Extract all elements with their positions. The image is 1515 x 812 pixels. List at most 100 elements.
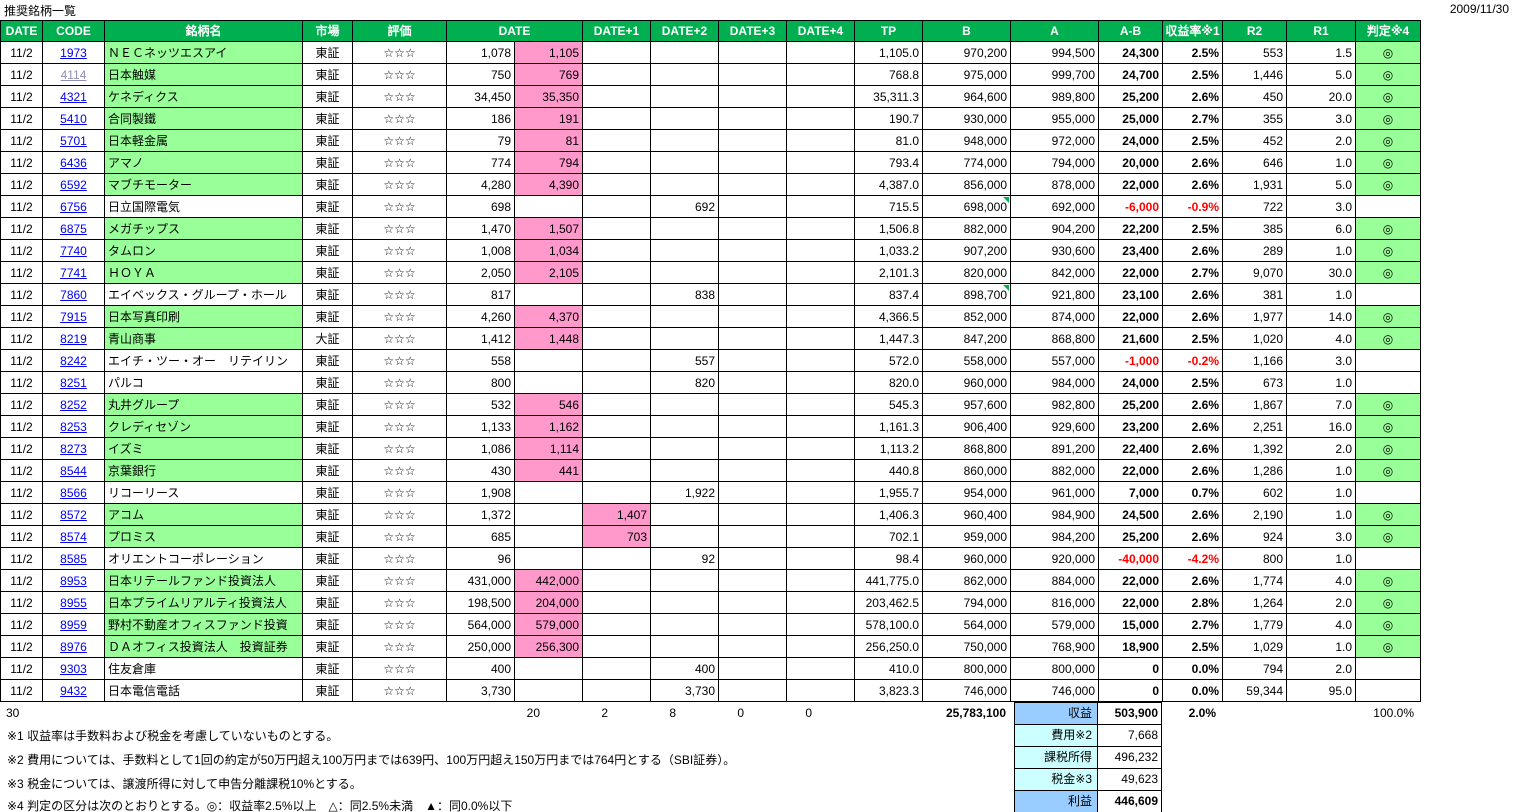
ask-price-cell[interactable]: 920,000: [1010, 547, 1099, 570]
price-day4-cell[interactable]: [786, 459, 855, 482]
profit-cell[interactable]: 0: [1098, 679, 1163, 702]
code-cell[interactable]: 7740: [42, 239, 105, 262]
r1-cell[interactable]: 14.0: [1286, 305, 1356, 328]
col-header-code[interactable]: CODE: [42, 20, 105, 42]
ask-price-cell[interactable]: 982,800: [1010, 393, 1099, 416]
code-cell[interactable]: 8585: [42, 547, 105, 570]
code-cell[interactable]: 5410: [42, 107, 105, 130]
yield-cell[interactable]: 2.6%: [1162, 569, 1223, 592]
ask-price-cell[interactable]: 984,200: [1010, 525, 1099, 548]
buy-price-cell[interactable]: 959,000: [922, 525, 1011, 548]
profit-cell[interactable]: 22,000: [1098, 305, 1163, 328]
tp-cell[interactable]: 256,250.0: [854, 635, 923, 658]
market-cell[interactable]: 東証: [302, 63, 353, 86]
total-day0[interactable]: 20: [526, 706, 540, 720]
price-day0-cell[interactable]: 564,000: [446, 613, 515, 636]
tp-cell[interactable]: 820.0: [854, 371, 923, 394]
yield-cell[interactable]: 2.6%: [1162, 173, 1223, 196]
market-cell[interactable]: 東証: [302, 525, 353, 548]
judge-cell[interactable]: ◎: [1355, 63, 1421, 86]
profit-cell[interactable]: 23,200: [1098, 415, 1163, 438]
code-link[interactable]: 8566: [60, 485, 87, 500]
price-day3-cell[interactable]: [718, 459, 787, 482]
profit-cell[interactable]: 22,000: [1098, 569, 1163, 592]
code-link[interactable]: 4114: [60, 67, 87, 82]
market-cell[interactable]: 東証: [302, 415, 353, 438]
price-day0b-cell[interactable]: [514, 547, 583, 570]
price-day1-cell[interactable]: [582, 239, 651, 262]
code-link[interactable]: 8252: [60, 397, 87, 412]
col-header-yield[interactable]: 収益率※1: [1162, 20, 1223, 42]
name-cell[interactable]: 日本触媒: [104, 63, 303, 86]
price-day3-cell[interactable]: [718, 525, 787, 548]
r1-cell[interactable]: 2.0: [1286, 657, 1356, 680]
name-cell[interactable]: 京葉銀行: [104, 459, 303, 482]
price-day2-cell[interactable]: [650, 437, 719, 460]
price-day0b-cell[interactable]: [514, 481, 583, 504]
code-link[interactable]: 5410: [60, 111, 87, 126]
r1-cell[interactable]: 3.0: [1286, 525, 1356, 548]
price-day0b-cell[interactable]: [514, 679, 583, 702]
rating-cell[interactable]: ☆☆☆: [352, 481, 447, 504]
price-day0-cell[interactable]: 2,050: [446, 261, 515, 284]
ask-price-cell[interactable]: 816,000: [1010, 591, 1099, 614]
rating-cell[interactable]: ☆☆☆: [352, 547, 447, 570]
code-link[interactable]: 8574: [60, 529, 87, 544]
code-cell[interactable]: 8566: [42, 481, 105, 504]
market-cell[interactable]: 東証: [302, 349, 353, 372]
judge-cell[interactable]: ◎: [1355, 415, 1421, 438]
r2-cell[interactable]: 59,344: [1222, 679, 1287, 702]
date-cell[interactable]: 11/2: [0, 503, 43, 526]
rating-cell[interactable]: ☆☆☆: [352, 63, 447, 86]
r2-cell[interactable]: 1,931: [1222, 173, 1287, 196]
buy-price-cell[interactable]: 930,000: [922, 107, 1011, 130]
r1-cell[interactable]: 1.5: [1286, 41, 1356, 64]
price-day4-cell[interactable]: [786, 679, 855, 702]
r2-cell[interactable]: 602: [1222, 481, 1287, 504]
buy-price-cell[interactable]: 698,000: [922, 195, 1011, 218]
tp-cell[interactable]: 81.0: [854, 129, 923, 152]
judge-cell[interactable]: ◎: [1355, 173, 1421, 196]
name-cell[interactable]: クレディセゾン: [104, 415, 303, 438]
rating-cell[interactable]: ☆☆☆: [352, 613, 447, 636]
price-day2-cell[interactable]: [650, 569, 719, 592]
price-day0b-cell[interactable]: [514, 525, 583, 548]
judge-cell[interactable]: ◎: [1355, 503, 1421, 526]
r2-cell[interactable]: 289: [1222, 239, 1287, 262]
ask-price-cell[interactable]: 882,000: [1010, 459, 1099, 482]
tp-cell[interactable]: 1,161.3: [854, 415, 923, 438]
rating-cell[interactable]: ☆☆☆: [352, 283, 447, 306]
code-cell[interactable]: 7860: [42, 283, 105, 306]
price-day4-cell[interactable]: [786, 41, 855, 64]
date-cell[interactable]: 11/2: [0, 437, 43, 460]
rating-cell[interactable]: ☆☆☆: [352, 459, 447, 482]
r2-cell[interactable]: 1,867: [1222, 393, 1287, 416]
price-day1-cell[interactable]: [582, 195, 651, 218]
price-day3-cell[interactable]: [718, 305, 787, 328]
name-cell[interactable]: マブチモーター: [104, 173, 303, 196]
price-day0b-cell[interactable]: 1,162: [514, 415, 583, 438]
tp-cell[interactable]: 1,447.3: [854, 327, 923, 350]
tp-cell[interactable]: 98.4: [854, 547, 923, 570]
price-day3-cell[interactable]: [718, 173, 787, 196]
date-cell[interactable]: 11/2: [0, 129, 43, 152]
code-link[interactable]: 8253: [60, 419, 87, 434]
price-day1-cell[interactable]: 1,407: [582, 503, 651, 526]
price-day3-cell[interactable]: [718, 327, 787, 350]
price-day2-cell[interactable]: 838: [650, 283, 719, 306]
r2-cell[interactable]: 9,070: [1222, 261, 1287, 284]
ask-price-cell[interactable]: 842,000: [1010, 261, 1099, 284]
r1-cell[interactable]: 1.0: [1286, 371, 1356, 394]
price-day4-cell[interactable]: [786, 657, 855, 680]
yield-cell[interactable]: 2.7%: [1162, 613, 1223, 636]
name-cell[interactable]: メガチップス: [104, 217, 303, 240]
price-day4-cell[interactable]: [786, 415, 855, 438]
judge-cell[interactable]: ◎: [1355, 635, 1421, 658]
price-day0b-cell[interactable]: 4,370: [514, 305, 583, 328]
price-day4-cell[interactable]: [786, 525, 855, 548]
profit-cell[interactable]: 24,000: [1098, 371, 1163, 394]
rating-cell[interactable]: ☆☆☆: [352, 151, 447, 174]
code-cell[interactable]: 8251: [42, 371, 105, 394]
code-cell[interactable]: 7915: [42, 305, 105, 328]
summary-value[interactable]: 49,623: [1098, 768, 1162, 791]
